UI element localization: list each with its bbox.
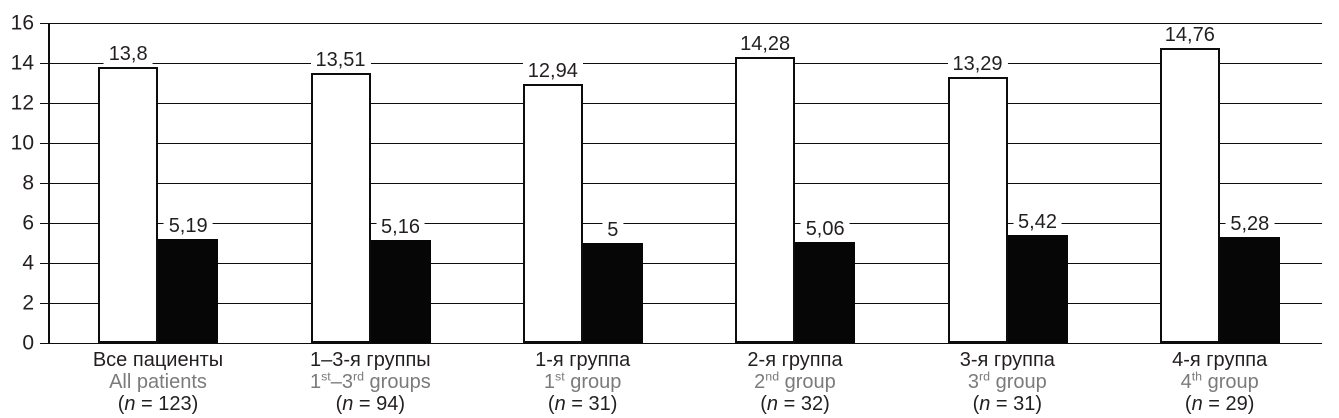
category-label-en: 2nd group bbox=[754, 369, 836, 393]
bar-value-label: 5,19 bbox=[163, 215, 213, 238]
bar-value-label: 13,51 bbox=[310, 48, 371, 71]
gridline bbox=[40, 302, 1322, 304]
category-label-ru: 3-я группа bbox=[959, 349, 1055, 371]
gridline bbox=[40, 102, 1322, 104]
category-label-en: 1st–3rd groups bbox=[309, 369, 431, 393]
category-label-en: 3rd group bbox=[967, 369, 1047, 393]
y-tick-label: 14 bbox=[10, 51, 34, 75]
category-label-en: 1st group bbox=[543, 369, 622, 393]
bar-value-label: 5,06 bbox=[800, 217, 850, 240]
y-tick-label: 6 bbox=[22, 211, 34, 235]
gridline bbox=[40, 142, 1322, 144]
bar-value-label: 5,16 bbox=[376, 215, 425, 238]
black-bar bbox=[1007, 234, 1068, 343]
y-tick-label: 12 bbox=[10, 91, 34, 115]
y-tick-label: 16 bbox=[10, 11, 34, 35]
black-bar bbox=[582, 243, 643, 343]
gridline bbox=[40, 22, 1322, 24]
black-bar bbox=[1219, 237, 1280, 343]
category-label-n: (n = 31) bbox=[547, 393, 618, 415]
plot-area: 13,8 5,19 13,51 5,16 12,94 5 14,28 5,06 13,29 5,4… bbox=[40, 22, 1322, 344]
white-bar bbox=[947, 77, 1008, 343]
bar-value-label: 14,76 bbox=[1159, 23, 1220, 46]
category-label-ru: 1-я группа bbox=[535, 349, 631, 371]
category-label: 3-я группа 3rd group (n = 31) bbox=[901, 349, 1113, 415]
bar-value-label: 5,42 bbox=[1013, 210, 1062, 233]
category-label-en: All patients bbox=[109, 371, 207, 393]
gridline bbox=[40, 342, 1322, 344]
category-label-ru: 4-я группа bbox=[1172, 349, 1268, 371]
category-label: Все пациенты All patients (n = 123) bbox=[52, 349, 264, 415]
bar-value-label: 13,29 bbox=[947, 53, 1008, 76]
category-label-n: (n = 32) bbox=[760, 393, 830, 415]
category-label-n: (n = 29) bbox=[1184, 393, 1255, 415]
white-bar bbox=[98, 67, 159, 343]
y-tick-label: 8 bbox=[22, 171, 34, 195]
category-label: 2-я группа 2nd group (n = 32) bbox=[689, 349, 901, 415]
gridline bbox=[40, 222, 1322, 224]
black-bar bbox=[795, 241, 856, 343]
category-label-n: (n = 94) bbox=[335, 393, 406, 415]
gridline bbox=[40, 62, 1322, 64]
gridline bbox=[40, 182, 1322, 184]
white-bar bbox=[1159, 47, 1220, 343]
white-bar bbox=[522, 84, 583, 343]
bar-value-label: 13,8 bbox=[103, 43, 153, 65]
bar-value-label: 5 bbox=[602, 219, 624, 241]
bar-value-label: 5,28 bbox=[1225, 213, 1275, 236]
y-tick-label: 10 bbox=[10, 131, 34, 155]
x-axis-labels: Все пациенты All patients (n = 123) 1–3-я г… bbox=[48, 349, 1322, 418]
category-label-n: (n = 123) bbox=[117, 393, 199, 415]
category-label: 1–3-я группы 1st–3rd groups (n = 94) bbox=[264, 349, 476, 415]
category-label: 1-я группа 1st group (n = 31) bbox=[477, 349, 689, 415]
category-label-ru: Все пациенты bbox=[92, 349, 224, 371]
y-axis-labels: 0 2 4 6 8 10 12 14 16 bbox=[0, 13, 34, 354]
gridline bbox=[40, 262, 1322, 264]
white-bar bbox=[310, 72, 371, 343]
y-tick-label: 2 bbox=[22, 291, 34, 315]
black-bar bbox=[158, 239, 219, 343]
category-label: 4-я группа 4th group (n = 29) bbox=[1114, 349, 1326, 415]
category-label-n: (n = 31) bbox=[972, 393, 1043, 415]
white-bar bbox=[735, 57, 796, 343]
category-label-ru: 2-я группа bbox=[747, 349, 843, 371]
y-tick-label: 0 bbox=[22, 331, 34, 355]
black-bar bbox=[370, 239, 431, 343]
bar-value-label: 14,28 bbox=[735, 33, 796, 56]
y-tick-label: 4 bbox=[22, 251, 34, 275]
category-label-en: 4th group bbox=[1180, 369, 1259, 393]
category-label-ru: 1–3-я группы bbox=[310, 349, 431, 371]
y-axis-line bbox=[48, 23, 50, 343]
bar-value-label: 12,94 bbox=[522, 60, 583, 83]
